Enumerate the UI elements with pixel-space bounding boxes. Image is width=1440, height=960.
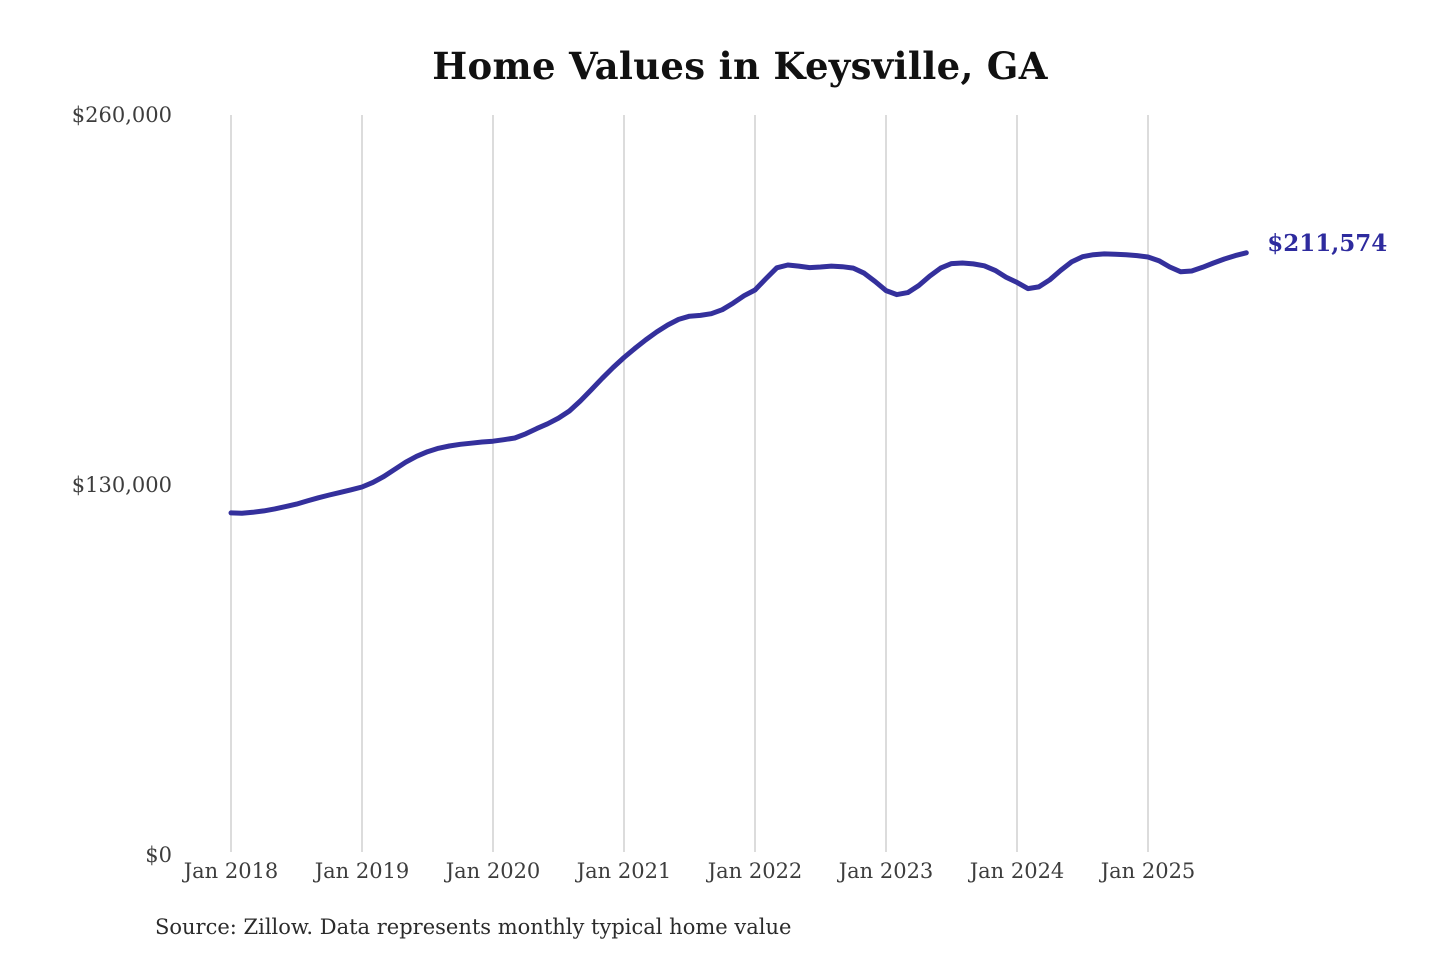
chart-title: Home Values in Keysville, GA [432, 44, 1048, 88]
source-note: Source: Zillow. Data represents monthly … [155, 915, 792, 939]
home-value-line [228, 250, 1249, 516]
current-value-label: $211,574 [1267, 229, 1388, 257]
